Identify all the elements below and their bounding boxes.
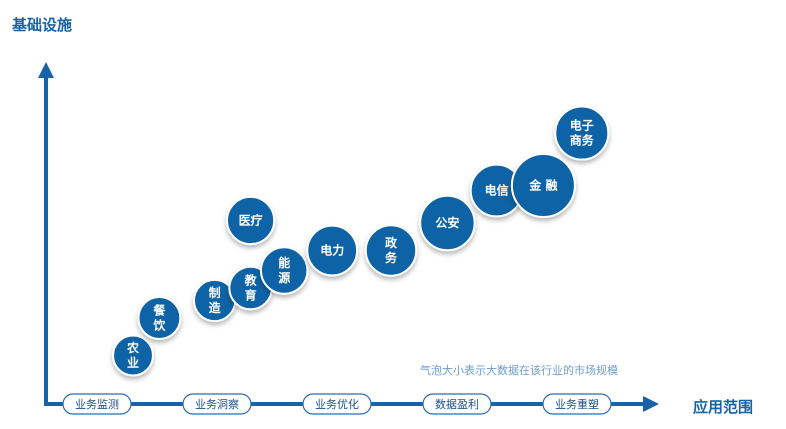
- x-axis-arrow: [643, 396, 659, 412]
- bubble-label: 农业: [126, 340, 139, 370]
- y-axis-arrow: [38, 62, 54, 78]
- bubble: [510, 153, 576, 218]
- bubble-label: 教育: [244, 273, 258, 303]
- bubble-label: 电信: [485, 183, 509, 198]
- bubble-label: 医疗: [239, 213, 263, 228]
- x-tick-label: 业务优化: [315, 397, 359, 411]
- bubble-label: 电力: [320, 243, 344, 258]
- x-tick-label: 数据盈利: [435, 397, 479, 411]
- x-category-pill: [542, 393, 612, 415]
- bubble-label: 金 融: [528, 178, 557, 193]
- x-tick-label: 业务监测: [75, 398, 119, 411]
- y-axis-label: 基础设施: [12, 16, 73, 34]
- bubble: [137, 296, 182, 340]
- bubble: [364, 224, 418, 277]
- bubble: [419, 194, 476, 252]
- bubble: [226, 195, 276, 246]
- bubble-label: 能源: [278, 255, 290, 285]
- size-legend-note: 气泡大小表示大数据在该行业的市场规模: [420, 364, 618, 377]
- bubble: [554, 105, 610, 161]
- bubble-label: 制造: [209, 285, 222, 315]
- x-category-pill: [62, 393, 132, 415]
- bubble-label: 公安: [435, 215, 459, 230]
- bubble-label: 餐饮: [152, 303, 166, 333]
- bubble: [306, 224, 359, 277]
- bubble-label: 政务: [385, 235, 398, 265]
- bubble: [259, 246, 309, 295]
- bubble-label: 电子商务: [570, 118, 595, 148]
- x-axis-label: 应用范围: [693, 398, 754, 416]
- x-category-pill: [182, 393, 252, 415]
- x-category-pill: [302, 393, 372, 415]
- x-tick-label: 业务洞察: [195, 397, 239, 411]
- x-category-pill: [422, 393, 492, 415]
- bubble: [112, 334, 154, 377]
- x-tick-label: 业务重塑: [555, 397, 599, 411]
